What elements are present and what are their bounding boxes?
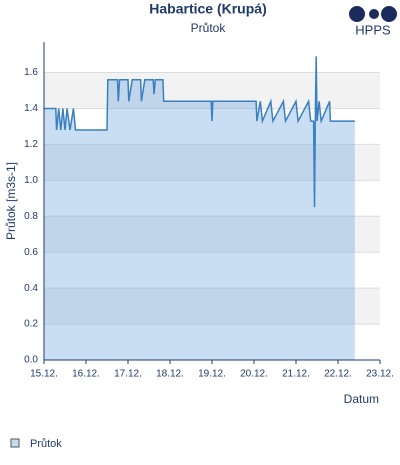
x-tick-label: 21.12. bbox=[282, 369, 310, 380]
y-tick-label: 0.0 bbox=[24, 355, 38, 366]
chart-title: Habartice (Krupá) bbox=[149, 1, 266, 17]
y-tick-label: 0.4 bbox=[24, 283, 38, 294]
x-axis-label: Datum bbox=[344, 392, 379, 406]
y-tick-label: 1.6 bbox=[24, 67, 38, 78]
y-tick-label: 0.2 bbox=[24, 319, 38, 330]
y-tick-label: 0.8 bbox=[24, 211, 38, 222]
grid-band bbox=[44, 288, 380, 325]
y-tick-label: 1.2 bbox=[24, 139, 38, 150]
grid-band bbox=[44, 144, 380, 181]
x-tick-label: 22.12. bbox=[324, 369, 352, 380]
y-tick-label: 1.4 bbox=[24, 103, 38, 114]
x-tick-label: 19.12. bbox=[198, 369, 226, 380]
x-tick-label: 20.12. bbox=[240, 369, 268, 380]
legend-swatch bbox=[10, 438, 20, 448]
logo-text: HPPS bbox=[355, 22, 391, 37]
y-tick-label: 1.0 bbox=[24, 175, 38, 186]
grid-band bbox=[44, 216, 380, 253]
logo-circle bbox=[369, 9, 379, 19]
chart-subtitle: Průtok bbox=[191, 21, 227, 35]
area bbox=[44, 56, 355, 361]
x-tick-label: 16.12. bbox=[72, 369, 100, 380]
x-tick-label: 15.12. bbox=[30, 369, 58, 380]
x-tick-label: 18.12. bbox=[156, 369, 184, 380]
logo-circle bbox=[349, 6, 365, 22]
y-axis-label: Průtok [m3s-1] bbox=[4, 162, 18, 240]
line bbox=[44, 56, 355, 208]
x-tick-label: 17.12. bbox=[114, 369, 142, 380]
legend-label: Průtok bbox=[30, 438, 62, 450]
logo: HPPS bbox=[349, 6, 397, 37]
grid-band bbox=[44, 72, 380, 109]
x-tick-label: 23.12. bbox=[366, 369, 394, 380]
y-tick-label: 0.6 bbox=[24, 247, 38, 258]
logo-circle bbox=[381, 6, 397, 22]
